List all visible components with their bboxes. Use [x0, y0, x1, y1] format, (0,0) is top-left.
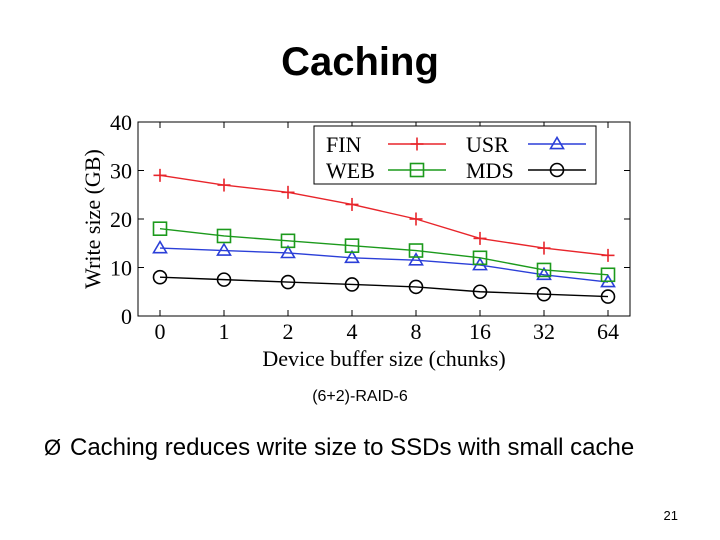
- data-point-usr: [344, 249, 360, 264]
- data-point-web: [152, 221, 168, 236]
- data-point-fin: [409, 212, 423, 226]
- bullet-point: Ø Caching reduces write size to SSDs wit…: [44, 432, 684, 464]
- data-point-web: [216, 228, 232, 244]
- x-tick-label: 0: [155, 319, 166, 344]
- data-point-mds: [472, 284, 488, 300]
- legend-label-mds: MDS: [466, 158, 514, 183]
- legend: FIN USR WEB MDS: [313, 125, 597, 185]
- legend-label-web: WEB: [326, 158, 375, 183]
- slide-title: Caching: [281, 40, 439, 84]
- x-tick-label: 8: [411, 319, 422, 344]
- data-point-mds: [536, 286, 552, 302]
- y-tick-label: 0: [121, 304, 132, 329]
- legend-label-usr: USR: [466, 132, 509, 157]
- legend-marker-mds: [549, 162, 565, 178]
- series-line-fin: [159, 174, 609, 257]
- data-point-web: [472, 250, 488, 266]
- data-point-usr: [536, 266, 552, 281]
- series-line-usr: [159, 247, 609, 283]
- series-line-mds: [159, 276, 609, 298]
- data-point-usr: [152, 240, 168, 254]
- data-point-usr: [280, 244, 296, 259]
- x-tick-label: 32: [533, 319, 555, 344]
- data-point-fin: [473, 231, 487, 245]
- y-tick-label: 30: [110, 159, 132, 184]
- data-point-fin: [601, 248, 615, 262]
- data-point-usr: [216, 242, 232, 256]
- data-point-fin: [153, 168, 167, 182]
- chart: Write size (GB) Device buffer size (chun…: [78, 112, 644, 374]
- x-tick-label: 4: [347, 319, 358, 344]
- x-tick-label: 2: [283, 319, 294, 344]
- data-point-web: [600, 267, 616, 283]
- line-chart: Write size (GB) Device buffer size (chun…: [80, 112, 631, 371]
- y-tick-label: 10: [110, 256, 132, 281]
- data-point-mds: [216, 272, 232, 287]
- legend-marker-usr: [549, 135, 565, 150]
- data-point-mds: [280, 274, 296, 290]
- legend-label-fin: FIN: [326, 132, 362, 157]
- x-tick-label: 64: [597, 319, 619, 344]
- data-point-web: [344, 238, 360, 253]
- legend-marker-fin: [410, 137, 424, 151]
- data-point-mds: [600, 289, 616, 304]
- x-tick-label: 16: [469, 319, 491, 344]
- data-point-web: [536, 262, 552, 278]
- legend-box: [313, 125, 597, 185]
- data-point-fin: [345, 197, 359, 211]
- plot-area: [137, 121, 631, 317]
- data-point-fin: [537, 241, 551, 255]
- arrow-bullet-icon: Ø: [44, 435, 62, 460]
- legend-marker-web: [409, 162, 425, 178]
- data-point-mds: [344, 277, 360, 292]
- data-point-web: [280, 233, 296, 249]
- x-tick-label: 1: [219, 319, 230, 344]
- page-number: 21: [663, 508, 678, 523]
- data-point-usr: [408, 252, 424, 266]
- data-point-fin: [281, 185, 295, 199]
- data-point-mds: [408, 279, 424, 295]
- data-point-fin: [217, 178, 231, 192]
- y-tick-label: 40: [110, 112, 132, 135]
- y-axis-label: Write size (GB): [80, 149, 105, 289]
- chart-caption: (6+2)-RAID-6: [312, 388, 408, 405]
- x-axis-label: Device buffer size (chunks): [262, 346, 505, 371]
- data-point-mds: [152, 269, 168, 285]
- y-tick-label: 20: [110, 207, 132, 232]
- data-point-web: [408, 243, 424, 258]
- bullet-text: Caching reduces write size to SSDs with …: [70, 434, 635, 461]
- series-line-web: [159, 228, 609, 276]
